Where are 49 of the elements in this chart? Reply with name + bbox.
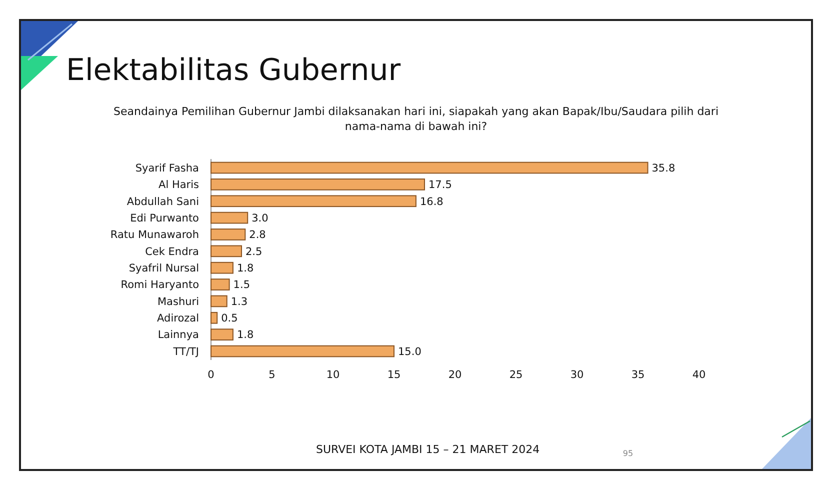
y-tick-label: Romi Haryanto [120,279,199,292]
x-tick-label: 25 [509,369,523,381]
data-label: 1.3 [230,296,248,308]
data-label: 2.8 [249,229,266,242]
chart-title: Elektabilitas Gubernur [66,53,402,88]
x-tick-label: 15 [387,369,401,381]
data-label: 1.5 [233,279,250,292]
data-label: 17.5 [428,179,452,192]
x-tick-label: 5 [268,369,276,381]
data-label: 15.0 [398,346,422,358]
data-label: 1.8 [236,262,254,275]
text: 95 [622,449,634,458]
y-tick-label: TT/TJ [172,346,199,358]
x-tick-label: 40 [692,369,706,381]
y-tick-label: Ratu Munawaroh [110,229,199,242]
y-tick-label: Syafril Nursal [128,262,199,275]
data-label: 3.0 [252,212,268,224]
x-tick-label: 0 [208,369,214,381]
y-tick-label: Edi Purwanto [130,212,199,224]
y-tick-label: Adirozal [157,312,199,325]
bar [210,178,425,190]
x-tick-label: 30 [570,369,584,381]
bar [210,262,234,274]
data-label: 35.8 [652,162,676,174]
y-tick-label: Al Haris [158,179,199,192]
y-tick-label: Syarif Fasha [135,162,199,174]
bar [210,278,230,290]
bar [210,328,234,340]
bar [210,212,248,224]
data-label: 2.5 [246,246,262,258]
data-label: 16.8 [420,196,444,208]
bar [210,295,228,308]
bar [210,345,394,358]
x-tick-label: 35 [631,369,645,381]
y-tick-label: Mashuri [157,296,199,308]
data-label: 1.8 [236,329,254,342]
text: SURVEI KOTA JAMBI 15 – 21 MARET 2024 [316,443,540,456]
chart-subtitle: Seandainya Pemilihan Gubernur Jambi dilaksanakan hari ini, siapakah yang akan Bapak/Ibu/Saudara pilih dari nama-nama di bawah ini? [114,105,718,133]
y-tick-label: Cek Endra [145,246,199,258]
x-tick-label: 10 [326,369,340,381]
bar [210,195,416,208]
data-label: 0.5 [221,312,238,325]
bar [210,245,242,258]
x-tick-label: 20 [448,369,462,381]
bar [210,312,218,324]
bar [210,228,246,240]
bar [210,162,648,174]
y-tick-label: Abdullah Sani [126,196,199,208]
y-tick-label: Lainnya [158,329,199,342]
